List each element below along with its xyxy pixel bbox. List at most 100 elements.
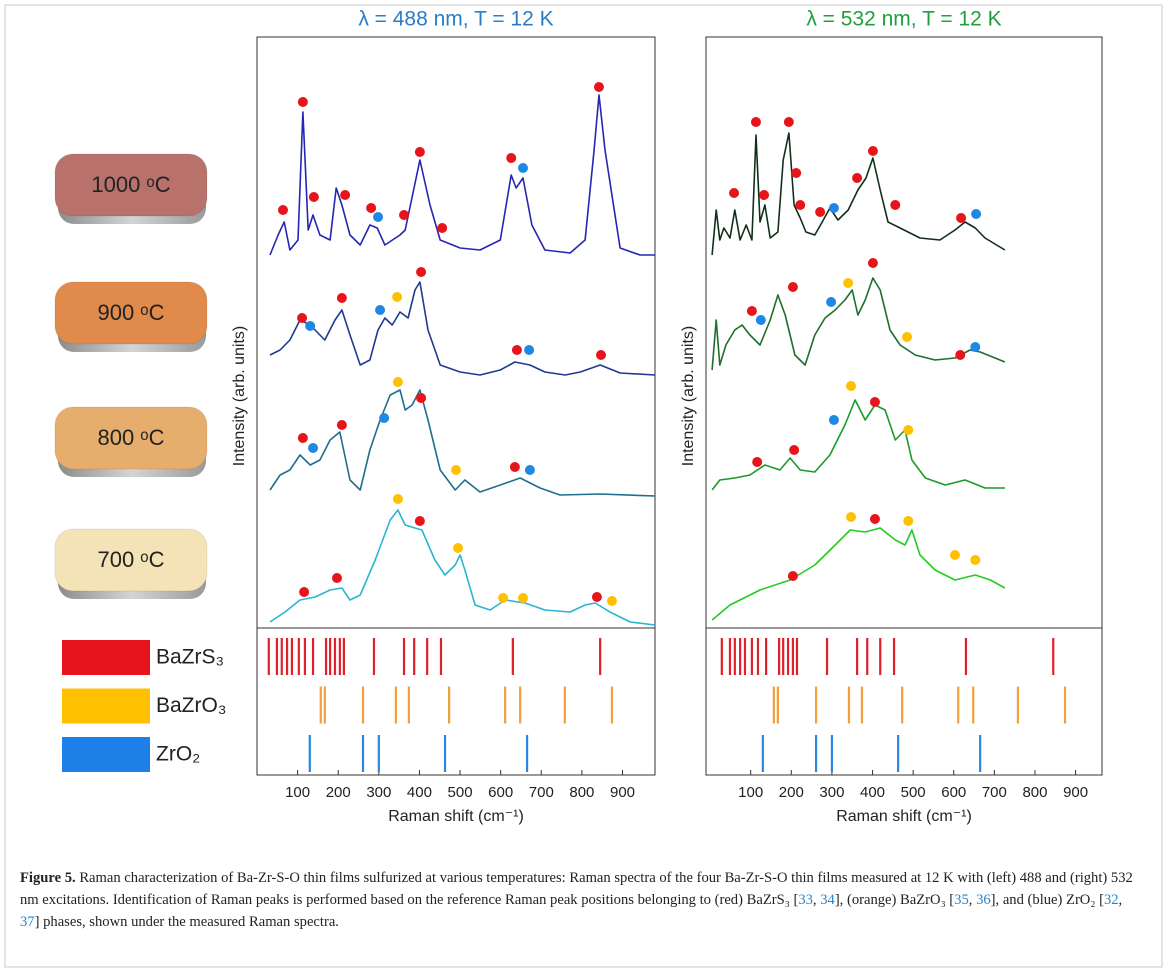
peak-marker <box>416 267 427 277</box>
badge-top <box>54 528 208 592</box>
badge-label: 1000 ᵒC <box>91 172 170 197</box>
peak-marker <box>869 397 880 407</box>
spectrum-line <box>711 399 1005 491</box>
peak-marker <box>789 445 800 455</box>
peak-marker <box>277 205 288 215</box>
peak-marker <box>755 315 766 325</box>
peak-marker <box>392 494 403 504</box>
peak-marker <box>506 153 517 163</box>
reference-link[interactable]: 36 <box>976 892 991 908</box>
peak-marker <box>845 512 856 522</box>
x-tick-label: 400 <box>860 784 885 801</box>
reference-link[interactable]: 32 <box>1103 892 1119 908</box>
plot-frame <box>705 36 1103 776</box>
peak-marker <box>375 305 386 315</box>
caption-run: , <box>968 892 977 908</box>
caption-run: ], and (blue) ZrO₂ [ <box>990 892 1104 908</box>
peak-marker <box>392 292 403 302</box>
peak-marker <box>750 117 761 127</box>
peak-marker <box>392 377 403 387</box>
x-tick-label: 500 <box>448 784 473 801</box>
peak-marker <box>729 188 740 198</box>
peak-marker <box>845 381 856 391</box>
peak-marker <box>949 550 960 560</box>
badge-top <box>54 281 208 345</box>
peak-marker <box>297 313 308 323</box>
y-axis-label: Intensity (arb. units) <box>231 326 248 467</box>
peak-marker <box>815 207 826 217</box>
peak-marker <box>308 443 319 453</box>
peak-marker <box>299 587 310 597</box>
badge-label: 900 ᵒC <box>97 300 164 325</box>
caption-run: ], (orange) BaZrO₃ [ <box>834 892 955 908</box>
caption-run: , <box>812 892 821 908</box>
spectrum-line <box>269 281 656 376</box>
peak-marker <box>867 146 878 156</box>
x-tick-label: 800 <box>569 784 594 801</box>
peak-marker <box>518 593 529 603</box>
peak-marker <box>332 573 343 583</box>
x-tick-label: 200 <box>779 784 804 801</box>
peak-marker <box>297 97 308 107</box>
spectrum-line <box>711 132 1006 256</box>
caption-run: , <box>1118 892 1123 908</box>
peak-marker <box>453 543 464 553</box>
peak-marker <box>843 278 854 288</box>
phase-swatch <box>62 737 150 772</box>
peak-marker <box>498 593 509 603</box>
reference-link[interactable]: 37 <box>20 914 35 930</box>
x-tick-label: 600 <box>488 784 513 801</box>
peak-marker <box>828 415 839 425</box>
peak-marker <box>606 596 617 606</box>
phase-label: BaZrS₃ <box>156 646 224 669</box>
badge-label: 800 ᵒC <box>97 425 164 450</box>
phase-label: ZrO₂ <box>156 743 200 766</box>
peak-marker <box>783 117 794 127</box>
peak-marker <box>852 173 863 183</box>
peak-marker <box>437 223 448 233</box>
peak-marker <box>399 210 410 220</box>
peak-marker <box>340 190 351 200</box>
peak-marker <box>373 212 384 222</box>
peak-marker <box>787 282 798 292</box>
x-tick-label: 700 <box>982 784 1007 801</box>
peak-marker <box>787 571 798 581</box>
x-axis-label: Raman shift (cm⁻¹) <box>836 808 972 825</box>
y-axis-label: Intensity (arb. units) <box>680 326 697 467</box>
spectrum-line <box>711 277 1006 371</box>
peak-marker <box>867 258 878 268</box>
spectrum-line <box>711 527 1006 621</box>
x-tick-label: 400 <box>407 784 432 801</box>
x-tick-label: 800 <box>1022 784 1047 801</box>
peak-marker <box>524 465 535 475</box>
peak-marker <box>828 203 839 213</box>
reference-link[interactable]: 34 <box>820 892 835 908</box>
x-axis-label: Raman shift (cm⁻¹) <box>388 808 524 825</box>
x-tick-label: 500 <box>901 784 926 801</box>
peak-marker <box>511 345 522 355</box>
panel-title: λ = 532 nm, T = 12 K <box>806 8 1001 31</box>
reference-link[interactable]: 35 <box>954 892 969 908</box>
badge-label: 700 ᵒC <box>97 547 164 572</box>
peak-marker <box>752 457 763 467</box>
peak-marker <box>902 332 913 342</box>
caption-run: Raman characterization of Ba-Zr-S-O thin… <box>20 870 1133 908</box>
peak-marker <box>366 203 377 213</box>
caption-text: Raman characterization of Ba-Zr-S-O thin… <box>20 870 1133 930</box>
peak-marker <box>955 350 966 360</box>
peak-marker <box>416 393 427 403</box>
peak-marker <box>759 190 770 200</box>
peak-marker <box>591 592 602 602</box>
panel-title: λ = 488 nm, T = 12 K <box>358 8 553 31</box>
x-tick-label: 900 <box>610 784 635 801</box>
reference-link[interactable]: 33 <box>798 892 813 908</box>
caption-run: ] phases, shown under the measured Raman… <box>34 914 339 930</box>
peak-marker <box>308 192 319 202</box>
badge-top <box>54 153 208 217</box>
peak-marker <box>971 209 982 219</box>
caption: Figure 5. Raman characterization of Ba-Z… <box>20 867 1145 933</box>
peak-marker <box>451 465 461 475</box>
peak-marker <box>795 200 806 210</box>
